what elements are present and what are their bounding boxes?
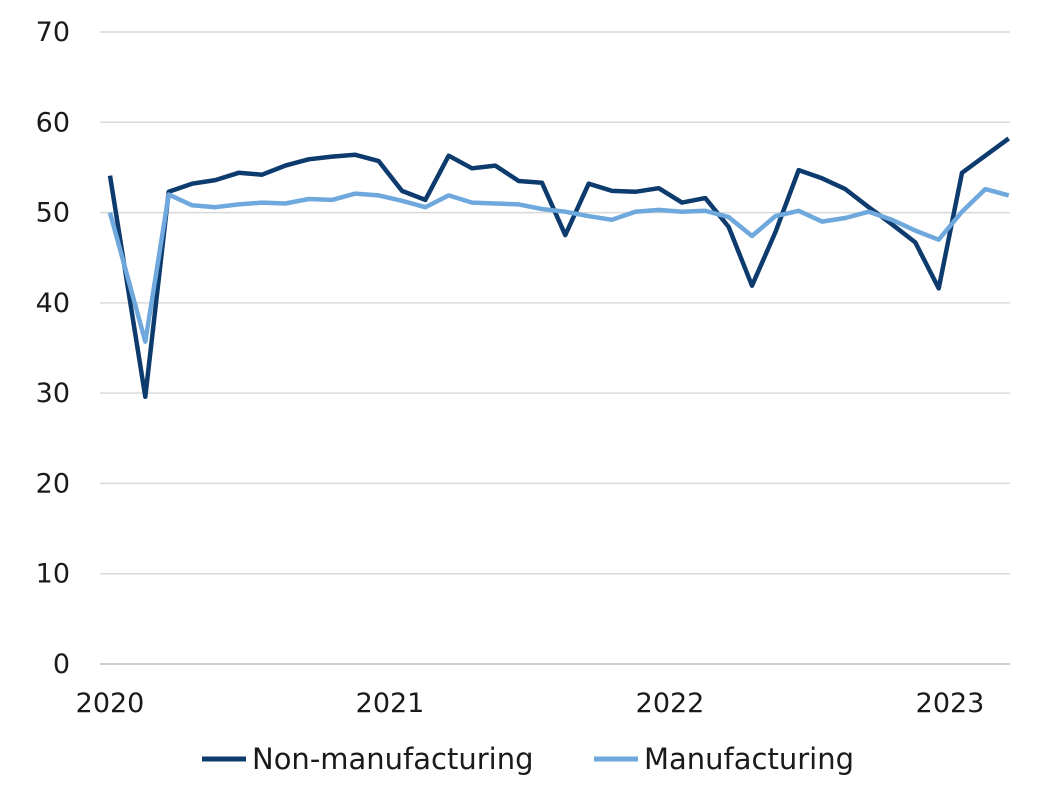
x-tick-label: 2022: [636, 688, 705, 719]
y-axis-ticks: 0 10 20 30 40 50 60 70: [36, 17, 70, 680]
series-lines: [107, 136, 1011, 400]
x-tick-label: 2020: [76, 688, 145, 719]
y-tick-label: 20: [36, 468, 70, 499]
y-tick-label: 50: [36, 198, 70, 229]
y-tick-label: 70: [36, 17, 70, 48]
gridlines: [100, 31, 1010, 665]
y-tick-label: 40: [36, 288, 70, 319]
legend-label-manufacturing: Manufacturing: [644, 742, 854, 776]
x-tick-label: 2021: [356, 688, 425, 719]
series-line-manufacturing: [107, 186, 1010, 344]
y-tick-label: 0: [53, 649, 70, 680]
x-axis-ticks: 2020 2021 2022 2023: [76, 688, 985, 719]
legend: Non-manufacturing Manufacturing: [202, 742, 854, 776]
x-tick-label: 2023: [916, 688, 985, 719]
y-tick-label: 30: [36, 378, 70, 409]
series-line-non-manufacturing: [107, 136, 1011, 400]
legend-label-non-manufacturing: Non-manufacturing: [252, 742, 534, 776]
y-tick-label: 60: [36, 107, 70, 138]
y-tick-label: 10: [36, 559, 70, 590]
